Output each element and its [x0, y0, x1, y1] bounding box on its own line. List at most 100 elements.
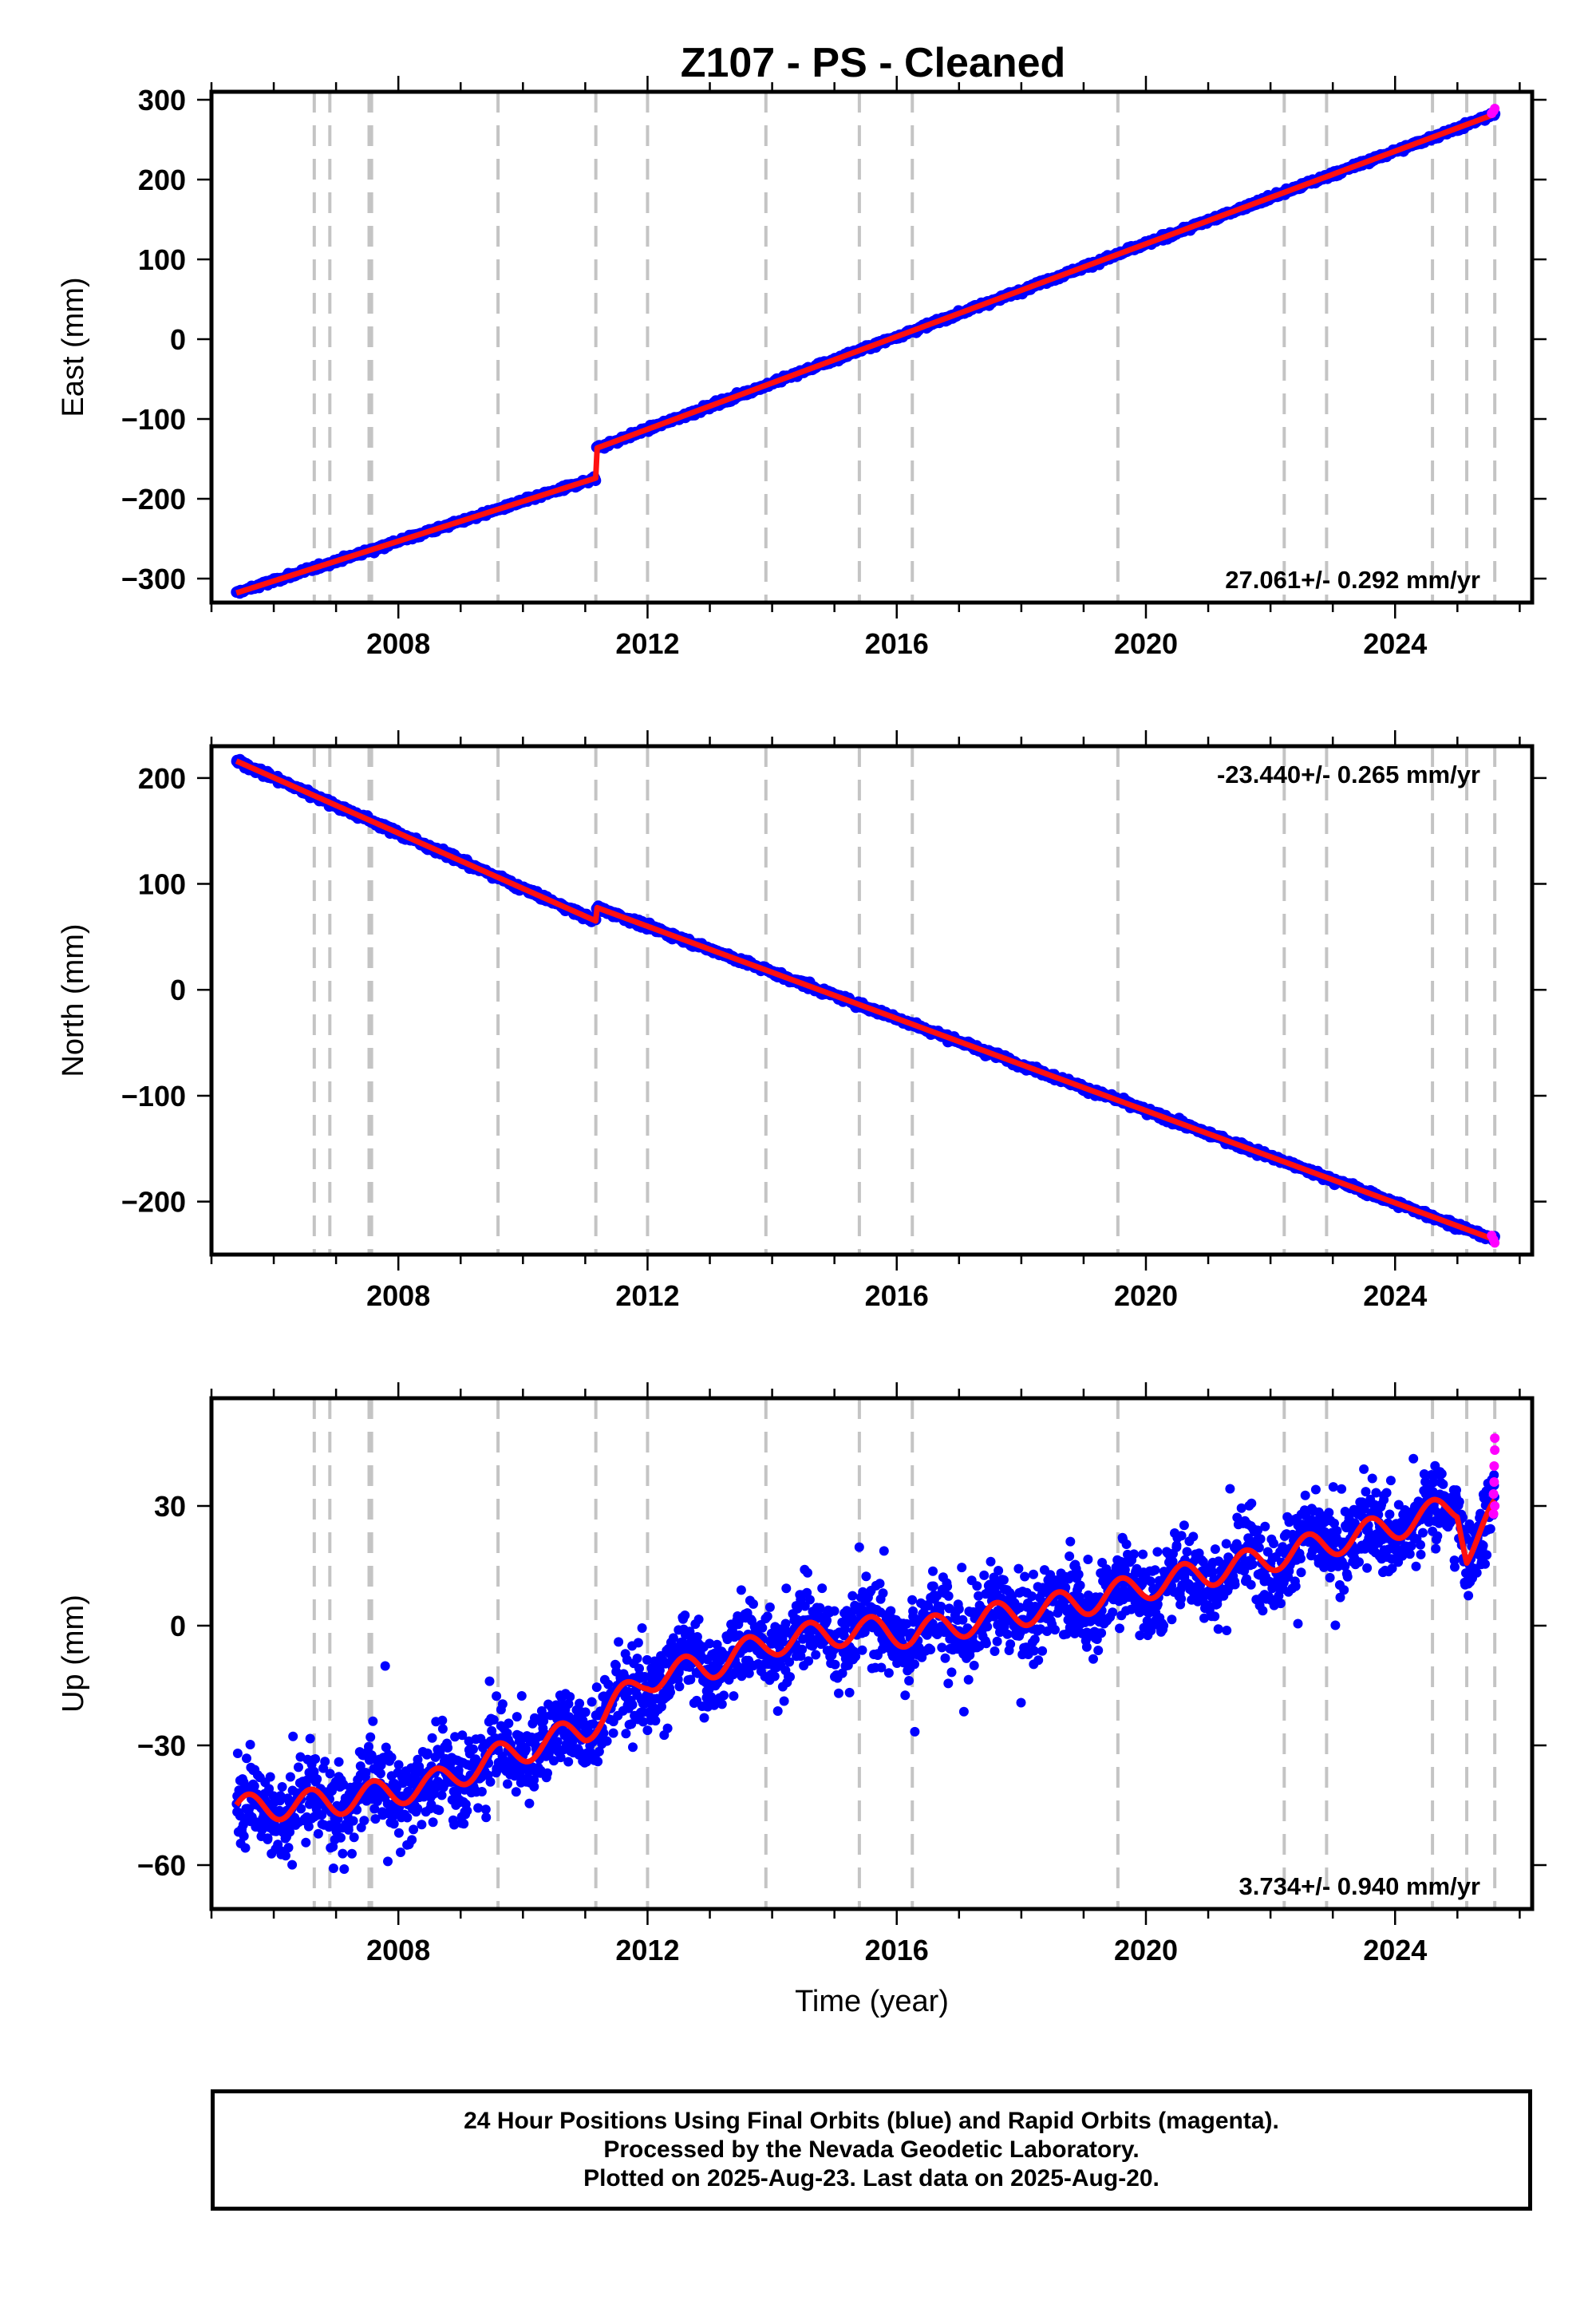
data-point	[803, 1567, 812, 1578]
data-point	[857, 1645, 867, 1655]
data-point	[762, 1611, 772, 1622]
data-point	[484, 1676, 495, 1686]
data-point	[359, 1816, 369, 1826]
data-point	[1016, 1697, 1026, 1708]
data-point	[662, 1723, 673, 1733]
data-point	[749, 1599, 758, 1609]
data-point	[565, 1692, 575, 1702]
east-rate-label: 27.061+/- 0.292 mm/yr	[1225, 566, 1480, 594]
data-point	[497, 1699, 508, 1709]
data-point	[781, 1583, 792, 1594]
data-point	[830, 1659, 840, 1670]
data-point	[383, 1856, 393, 1867]
data-point	[368, 1716, 378, 1726]
data-point	[829, 1606, 839, 1616]
data-point	[427, 1733, 437, 1743]
data-point	[459, 1819, 469, 1829]
x-tick-label: 2012	[615, 627, 679, 660]
figure-title: Z107 - PS - Cleaned	[681, 40, 1066, 86]
data-point	[580, 1707, 591, 1717]
data-point	[511, 1787, 521, 1797]
data-point	[854, 1542, 864, 1552]
data-point	[1093, 1646, 1104, 1655]
data-point	[1081, 1642, 1092, 1652]
data-point	[633, 1638, 643, 1648]
data-point	[943, 1678, 954, 1689]
data-point	[239, 1831, 249, 1841]
data-point	[844, 1687, 855, 1697]
data-point	[393, 1760, 404, 1770]
up-final-orbit-points	[231, 1453, 1499, 1874]
data-point	[954, 1604, 964, 1614]
data-point	[386, 1753, 397, 1763]
data-point	[608, 1728, 618, 1738]
data-point	[942, 1581, 953, 1591]
data-point	[336, 1832, 346, 1843]
data-point	[563, 1757, 574, 1767]
data-point	[468, 1744, 478, 1754]
data-point	[940, 1653, 950, 1663]
data-point	[428, 1817, 438, 1828]
east-event-lines	[312, 92, 1497, 603]
rapid-point	[1490, 104, 1500, 113]
data-point	[910, 1659, 919, 1670]
data-point	[878, 1588, 888, 1599]
east-frame	[209, 89, 1535, 605]
data-point	[674, 1682, 685, 1692]
data-point	[729, 1691, 739, 1701]
data-point	[958, 1614, 968, 1625]
data-point	[769, 1671, 780, 1682]
data-point	[946, 1667, 957, 1678]
data-point	[417, 1820, 427, 1830]
data-point	[797, 1644, 808, 1654]
data-point	[719, 1690, 729, 1701]
data-point	[1005, 1639, 1016, 1650]
data-point	[283, 1843, 294, 1853]
data-point	[575, 1698, 585, 1709]
y-tick-label: 200	[138, 164, 186, 196]
data-point	[524, 1798, 535, 1808]
data-point	[1075, 1580, 1085, 1591]
data-point	[875, 1579, 885, 1589]
y-tick-label: −100	[121, 403, 186, 436]
data-point	[1065, 1551, 1075, 1561]
data-point	[263, 1833, 273, 1844]
data-point	[277, 1782, 287, 1792]
east-model-line	[235, 111, 1496, 596]
data-point	[907, 1595, 918, 1605]
x-tick-label: 2008	[366, 1279, 430, 1312]
data-point	[587, 1697, 597, 1707]
data-point	[365, 1732, 376, 1742]
data-point	[245, 1740, 255, 1749]
data-point	[1037, 1646, 1048, 1656]
data-point	[364, 1741, 373, 1752]
data-point	[285, 1772, 295, 1782]
data-point	[928, 1581, 938, 1591]
data-point	[264, 1784, 275, 1794]
data-point	[1096, 1628, 1107, 1638]
data-point	[717, 1699, 727, 1709]
data-point	[904, 1676, 915, 1686]
data-point	[1029, 1569, 1038, 1579]
north-event-lines	[312, 746, 1497, 1255]
data-point	[492, 1691, 502, 1701]
data-point	[650, 1716, 661, 1726]
data-point	[512, 1712, 522, 1722]
data-point	[614, 1637, 624, 1647]
data-point	[375, 1769, 385, 1779]
y-tick-label: −200	[121, 1186, 186, 1219]
y-tick-label: 200	[138, 762, 186, 795]
data-point	[294, 1762, 303, 1773]
data-point	[443, 1743, 453, 1753]
data-point	[348, 1816, 358, 1826]
data-point	[632, 1654, 642, 1663]
data-point	[240, 1843, 251, 1853]
data-point	[328, 1863, 338, 1873]
data-point	[1073, 1569, 1084, 1579]
data-point	[861, 1571, 871, 1582]
data-point	[926, 1645, 936, 1654]
x-tick-label: 2008	[366, 627, 430, 660]
data-point	[602, 1736, 612, 1746]
